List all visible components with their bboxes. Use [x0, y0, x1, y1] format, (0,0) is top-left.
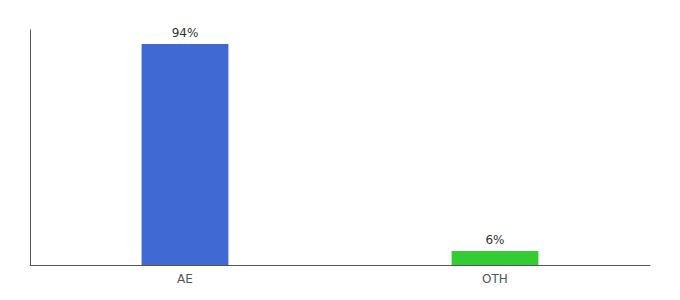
- svg-text:AE: AE: [177, 272, 193, 286]
- svg-text:94%: 94%: [172, 26, 199, 40]
- svg-text:6%: 6%: [485, 233, 504, 247]
- svg-text:OTH: OTH: [482, 272, 508, 286]
